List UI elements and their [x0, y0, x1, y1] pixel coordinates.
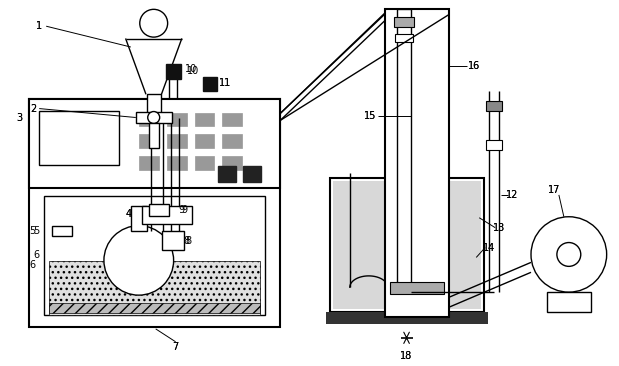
Bar: [29, 99, 280, 327]
Text: 18: 18: [400, 351, 413, 361]
Bar: [166, 64, 181, 79]
Text: 3: 3: [16, 113, 22, 123]
Bar: [397, 9, 410, 287]
Bar: [52, 226, 72, 236]
Circle shape: [557, 243, 581, 266]
Text: 13: 13: [493, 223, 505, 233]
Text: 14: 14: [483, 243, 495, 253]
Bar: [39, 111, 119, 165]
Text: 1: 1: [36, 21, 42, 31]
Bar: [149, 123, 158, 148]
Bar: [136, 112, 171, 123]
Text: 11: 11: [219, 78, 232, 88]
Bar: [167, 134, 186, 148]
Text: 13: 13: [493, 223, 505, 233]
Text: 4: 4: [126, 209, 132, 219]
Bar: [139, 112, 158, 126]
Bar: [394, 17, 413, 27]
Bar: [149, 204, 168, 216]
Bar: [49, 261, 260, 315]
Bar: [222, 134, 242, 148]
Bar: [486, 101, 502, 111]
Bar: [222, 112, 242, 126]
Bar: [194, 134, 214, 148]
Text: 3: 3: [16, 113, 22, 123]
Bar: [547, 292, 591, 312]
Bar: [131, 206, 147, 231]
Bar: [395, 34, 412, 42]
Text: 14: 14: [483, 243, 495, 253]
Text: 10: 10: [186, 64, 197, 74]
Bar: [167, 112, 186, 126]
Bar: [194, 156, 214, 170]
Bar: [29, 99, 280, 188]
Circle shape: [140, 9, 168, 37]
Bar: [139, 134, 158, 148]
Text: 9: 9: [178, 205, 184, 215]
Text: 5: 5: [33, 225, 40, 236]
Text: 17: 17: [548, 185, 560, 195]
Text: 15: 15: [363, 111, 376, 120]
Text: 6: 6: [29, 260, 35, 270]
Bar: [49, 303, 260, 313]
Bar: [384, 9, 449, 317]
Circle shape: [104, 226, 173, 295]
Text: 7: 7: [173, 342, 179, 352]
Bar: [167, 156, 186, 170]
Circle shape: [531, 217, 607, 292]
Circle shape: [148, 112, 160, 123]
Bar: [147, 94, 161, 113]
Bar: [389, 282, 444, 294]
Text: 5: 5: [29, 225, 35, 236]
Text: 4: 4: [126, 209, 132, 219]
Polygon shape: [126, 39, 181, 94]
Text: 9: 9: [181, 205, 188, 215]
Text: 1: 1: [36, 21, 42, 31]
Bar: [330, 178, 484, 312]
Text: 8: 8: [186, 236, 192, 246]
Bar: [222, 156, 242, 170]
Text: 8: 8: [183, 236, 189, 246]
Text: 18: 18: [400, 351, 413, 361]
Text: 2: 2: [30, 104, 37, 113]
Text: 16: 16: [468, 61, 480, 71]
Text: 2: 2: [30, 104, 37, 113]
Bar: [139, 156, 158, 170]
Bar: [204, 77, 217, 91]
Bar: [243, 166, 261, 182]
Text: 10: 10: [188, 66, 200, 76]
Bar: [194, 112, 214, 126]
Bar: [333, 181, 481, 309]
Text: 12: 12: [506, 190, 518, 200]
Bar: [384, 104, 433, 178]
Text: 6: 6: [33, 250, 39, 261]
Text: 17: 17: [548, 185, 560, 195]
Bar: [486, 140, 502, 150]
Text: 7: 7: [173, 342, 179, 352]
Text: 12: 12: [506, 190, 518, 200]
Bar: [142, 206, 191, 224]
Bar: [44, 196, 265, 315]
Text: 15: 15: [363, 111, 376, 120]
Bar: [219, 166, 236, 182]
Text: 16: 16: [468, 61, 480, 71]
Text: 11: 11: [219, 78, 232, 88]
Bar: [326, 312, 488, 324]
Bar: [162, 231, 184, 250]
